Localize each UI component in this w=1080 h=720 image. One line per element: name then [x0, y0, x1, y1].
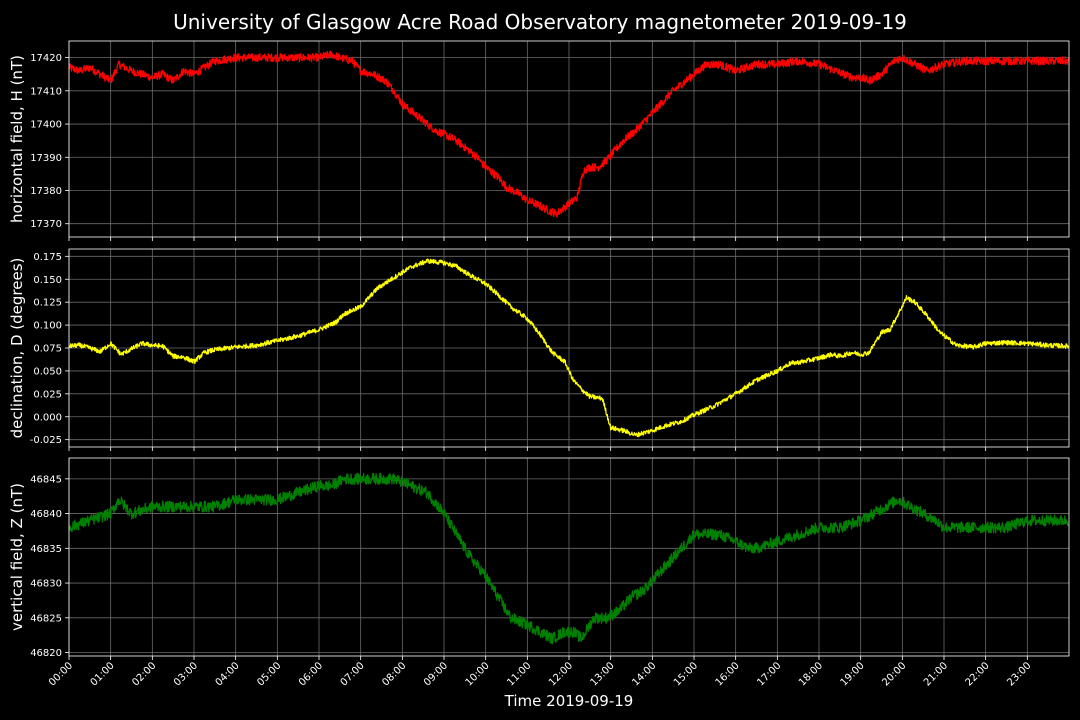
x-tick-label: 19:00 [839, 660, 867, 688]
panel-2: 46820 46825 46830 46835 46840 46845 vertical f… [8, 457, 1070, 660]
x-tick-label: 02:00 [130, 660, 158, 688]
axes-frame [68, 457, 1070, 657]
series-line-1 [68, 258, 1070, 438]
x-tick-label: 15:00 [672, 660, 700, 688]
x-tick-label: 21:00 [922, 660, 950, 688]
x-tick-label: 10:00 [464, 660, 492, 688]
x-tick-label: 13:00 [589, 660, 617, 688]
x-tick-label: 23:00 [1005, 660, 1033, 688]
x-tick-label: 20:00 [880, 660, 908, 688]
y-tick-label: 17410 [30, 86, 62, 97]
x-tick-label: 09:00 [422, 660, 450, 688]
x-tick-label: 18:00 [797, 660, 825, 688]
y-axis-label: horizontal field, H (nT) [8, 55, 26, 223]
axes-frame [68, 248, 1070, 448]
panel-0: 17370 17380 17390 17400 17410 17420 horizontal… [8, 40, 1070, 241]
series-line-2 [68, 472, 1070, 645]
x-tick-label: 06:00 [297, 660, 325, 688]
panels: 17370 17380 17390 17400 17410 17420 horizontal… [8, 40, 1070, 689]
x-tick-label: 14:00 [630, 660, 658, 688]
x-tick-label: 08:00 [380, 660, 408, 688]
x-tick-label: 00:00 [47, 660, 75, 688]
series-line-0 [68, 50, 1070, 218]
x-tick-label: 12:00 [547, 660, 575, 688]
y-tick-label: 0.050 [33, 366, 62, 377]
y-tick-label: 46830 [30, 579, 62, 590]
x-tick-label: 11:00 [505, 660, 533, 688]
x-tick-label: 17:00 [755, 660, 783, 688]
y-tick-label: 17390 [30, 153, 62, 164]
y-tick-label: 46845 [30, 474, 62, 485]
y-tick-label: 0.150 [33, 275, 62, 286]
y-tick-label: 0.125 [33, 298, 62, 309]
x-tick-label: 05:00 [255, 660, 283, 688]
panel-1: -0.025 0.000 0.025 0.050 0.075 0.100 0.125 0.15… [8, 248, 1070, 451]
y-tick-label: 0.075 [33, 344, 62, 355]
x-tick-label: 07:00 [339, 660, 367, 688]
y-tick-label: 0.025 [33, 389, 62, 400]
y-axis-label: vertical field, Z (nT) [8, 483, 26, 631]
x-axis-label: Time 2019-09-19 [504, 692, 634, 710]
x-tick-label: 16:00 [714, 660, 742, 688]
y-tick-label: 46825 [30, 613, 62, 624]
y-tick-label: 46835 [30, 544, 62, 555]
y-tick-label: 17370 [30, 219, 62, 230]
y-axis-label: declination, D (degrees) [8, 258, 26, 439]
x-tick-label: 22:00 [964, 660, 992, 688]
axes-frame [68, 40, 1070, 238]
x-tick-label: 01:00 [89, 660, 117, 688]
y-tick-label: 0.000 [33, 412, 62, 423]
y-tick-label: 17380 [30, 186, 62, 197]
y-tick-label: -0.025 [30, 435, 62, 446]
x-tick-label: 04:00 [214, 660, 242, 688]
y-tick-label: 17420 [30, 53, 62, 64]
chart-title: University of Glasgow Acre Road Observat… [173, 10, 907, 34]
x-tick-label: 03:00 [172, 660, 200, 688]
y-tick-label: 17400 [30, 120, 62, 131]
y-tick-label: 46820 [30, 648, 62, 659]
y-tick-label: 46840 [30, 509, 62, 520]
y-tick-label: 0.175 [33, 252, 62, 263]
y-tick-label: 0.100 [33, 321, 62, 332]
